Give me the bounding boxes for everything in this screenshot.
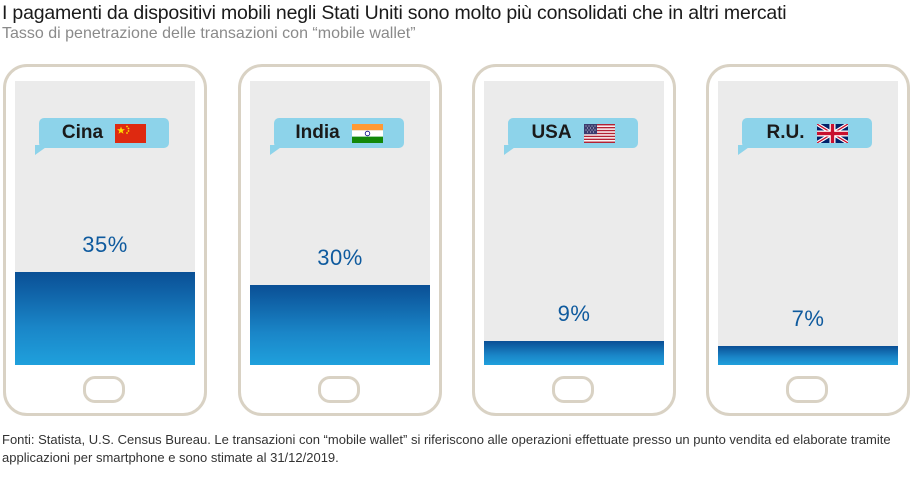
value-label-india: 30% (317, 245, 363, 270)
country-label-india: India (295, 122, 340, 143)
phone-ru: 7% R.U. (706, 64, 910, 416)
value-label-cina: 35% (82, 232, 128, 257)
phone-chart: 35% Cina 30% (0, 64, 916, 426)
chart-subtitle: Tasso di penetrazione delle transazioni … (2, 25, 416, 42)
value-label-ru: 7% (791, 306, 825, 331)
country-bubble-cina: Cina (35, 118, 169, 155)
usa-flag-icon (583, 123, 615, 143)
country-label-usa: USA (531, 122, 572, 143)
bar-usa (484, 341, 664, 365)
bar-ru (718, 346, 898, 365)
home-button (83, 376, 125, 403)
country-label-ru: R.U. (766, 122, 805, 143)
phone-screen: 7% R.U. (718, 81, 898, 365)
home-button (318, 376, 360, 403)
phone-screen: 9% USA (484, 81, 664, 365)
uk-flag-icon (816, 123, 848, 143)
india-flag-icon (351, 123, 383, 143)
phone-screen: 30% India (250, 81, 430, 365)
bar-cina (15, 272, 195, 365)
country-bubble-india: India (270, 118, 404, 155)
value-label-usa: 9% (557, 301, 591, 326)
bar-india (250, 285, 430, 365)
country-bubble-ru: R.U. (738, 118, 872, 155)
phone-cina: 35% Cina (3, 64, 207, 416)
home-button (552, 376, 594, 403)
china-flag-icon (115, 123, 147, 143)
country-bubble-usa: USA (504, 118, 638, 155)
chart-title: I pagamenti da dispositivi mobili negli … (2, 2, 787, 24)
phone-screen: 35% Cina (15, 81, 195, 365)
home-button (786, 376, 828, 403)
phone-india: 30% India (238, 64, 442, 416)
source-footnote: Fonti: Statista, U.S. Census Bureau. Le … (2, 432, 891, 465)
country-label-cina: Cina (61, 122, 104, 143)
phone-usa: 9% USA (472, 64, 676, 416)
